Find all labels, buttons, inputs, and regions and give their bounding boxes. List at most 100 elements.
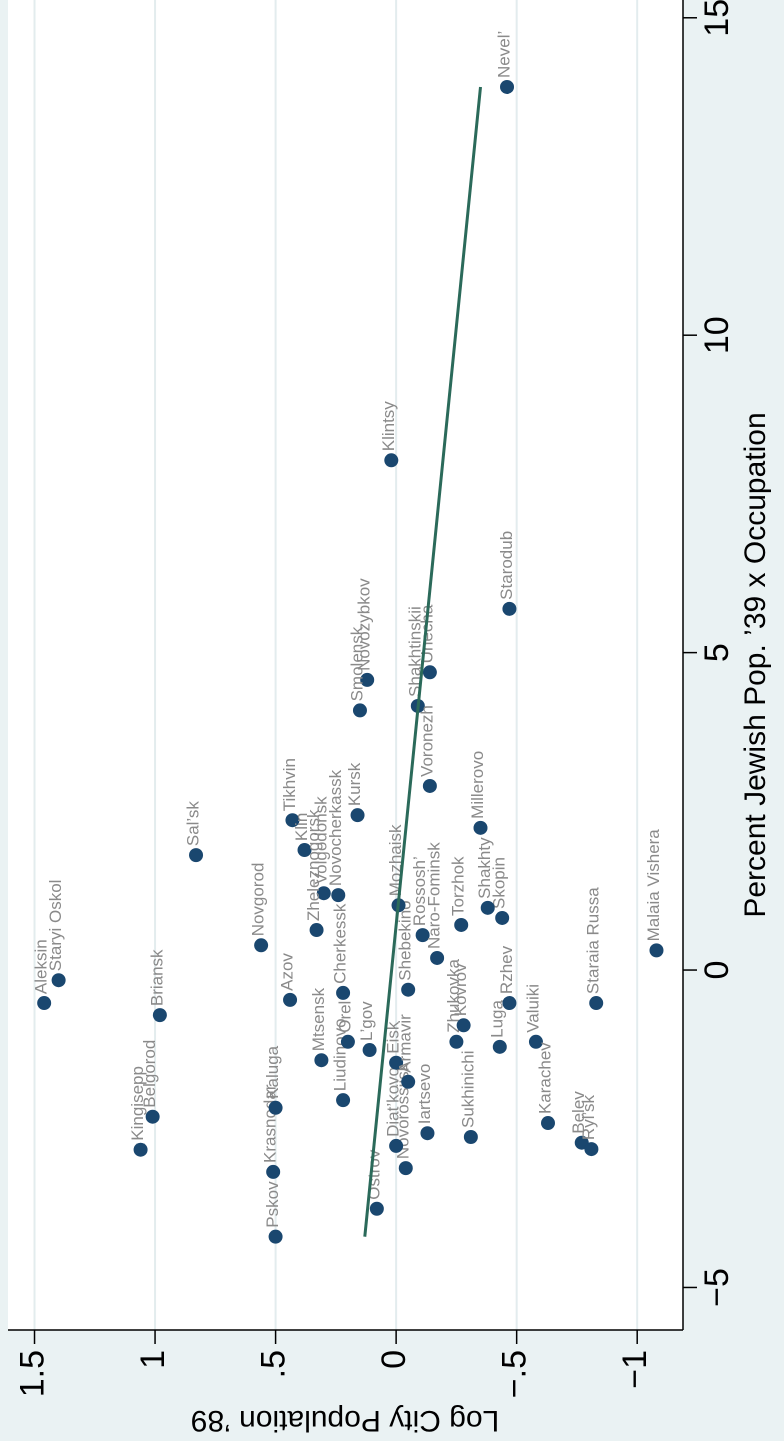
point (384, 453, 399, 468)
point-label: Shebekino (396, 900, 415, 980)
point (133, 1142, 148, 1157)
x-tick-label: 15 (698, 0, 736, 37)
y-tick-label: −.5 (496, 1350, 534, 1398)
point (51, 973, 66, 988)
point (449, 1034, 464, 1049)
point-label: Starodub (497, 531, 516, 600)
point-label: Diat’kovo (384, 1067, 403, 1137)
point-label: Sal’sk (184, 801, 203, 847)
point-label: Nevel’ (495, 31, 514, 78)
point (350, 808, 365, 823)
point (541, 1116, 555, 1131)
point-label: Iartsevo (415, 1064, 434, 1124)
point (285, 813, 300, 828)
point (430, 950, 445, 965)
point (369, 1201, 384, 1216)
point-label: Ryl’sk (579, 1095, 598, 1141)
point-label: Staraia Russa (584, 887, 603, 994)
point (584, 1142, 599, 1157)
point-label: Volgodonsk (311, 796, 330, 884)
point (152, 1008, 167, 1023)
point (340, 1034, 355, 1049)
point-label: Belev (569, 1091, 588, 1134)
point (401, 982, 416, 997)
point (495, 910, 510, 925)
point-label: Belgorod (140, 1040, 159, 1108)
point (500, 79, 515, 94)
point-label: Kursk (345, 762, 364, 806)
point-label: Kovrov (451, 963, 470, 1016)
point (389, 1138, 404, 1153)
point-label: Armavir (396, 1014, 415, 1073)
point (420, 1126, 435, 1141)
point (454, 917, 469, 932)
point-label: Novocherkassk (326, 769, 345, 886)
point (352, 703, 367, 718)
point-label: Aleksin (32, 939, 51, 994)
point (254, 938, 269, 953)
y-tick-label: 1 (134, 1350, 172, 1369)
point-label: Staryi Oskol (46, 880, 65, 972)
x-tick-label: −5 (698, 1268, 736, 1307)
point-label: Rossosh’ (410, 856, 429, 926)
point (398, 1161, 413, 1176)
point-label: Mtsensk (309, 987, 328, 1051)
point (316, 886, 331, 901)
point (360, 672, 375, 687)
point (422, 778, 437, 793)
point-label: Shakhtinskii (405, 606, 424, 697)
y-tick-label: 1.5 (14, 1350, 52, 1397)
x-tick-label: 10 (698, 316, 736, 354)
point-label: Skopin (490, 857, 509, 909)
point-label: Klin (292, 813, 311, 841)
point (331, 888, 346, 903)
point (502, 996, 517, 1011)
x-axis-title: Percent Jewish Pop. ’39 x Occupation (739, 412, 772, 917)
y-tick-label: 0 (375, 1350, 413, 1369)
x-tick-label: 5 (698, 643, 736, 662)
point (145, 1109, 160, 1124)
plot-region (8, 0, 683, 1330)
point (336, 1093, 351, 1108)
x-tick-label: 0 (698, 961, 736, 980)
point-label: Novgorod (249, 863, 268, 937)
point-label: L’gov (357, 1001, 376, 1041)
point-label: Voronezh (417, 705, 436, 777)
point-label: Valuiki (523, 984, 542, 1033)
point-label: Klintsy (379, 401, 398, 452)
point-label: Millerovo (468, 751, 487, 819)
point-label: Kaluga (263, 1045, 282, 1098)
point (401, 1074, 416, 1089)
point (314, 1053, 329, 1068)
point-label: Cherkessk (331, 903, 350, 984)
point-label: Orel (335, 1001, 354, 1033)
fit-line (363, 86, 482, 1237)
point-label: Malaia Vishera (644, 829, 663, 942)
point-label: Zheleznogorsk (304, 809, 323, 921)
point-label: Briansk (147, 949, 166, 1006)
point-label: Sukhinichi (458, 1051, 477, 1129)
point-label: Novozybkov (355, 578, 374, 671)
point (422, 665, 437, 680)
point (309, 923, 324, 938)
y-tick-label: .5 (255, 1350, 293, 1378)
point-label: Tikhvin (280, 758, 299, 811)
point (492, 1039, 507, 1054)
point (283, 992, 298, 1007)
point (266, 1164, 281, 1179)
y-tick-label: −1 (616, 1350, 654, 1389)
point-label: Zhukovka (444, 959, 463, 1033)
point (189, 848, 204, 863)
point (480, 900, 495, 915)
point (473, 820, 488, 835)
point (502, 601, 517, 616)
point (297, 843, 312, 858)
point (463, 1130, 478, 1145)
rotated-frame: Percent Jewish Pop. ’39 x Occupation Log… (8, 0, 772, 1437)
point (415, 928, 430, 943)
point (389, 1055, 404, 1070)
point (528, 1034, 543, 1049)
y-axis-title: Log City Population ’89 (191, 1404, 500, 1437)
